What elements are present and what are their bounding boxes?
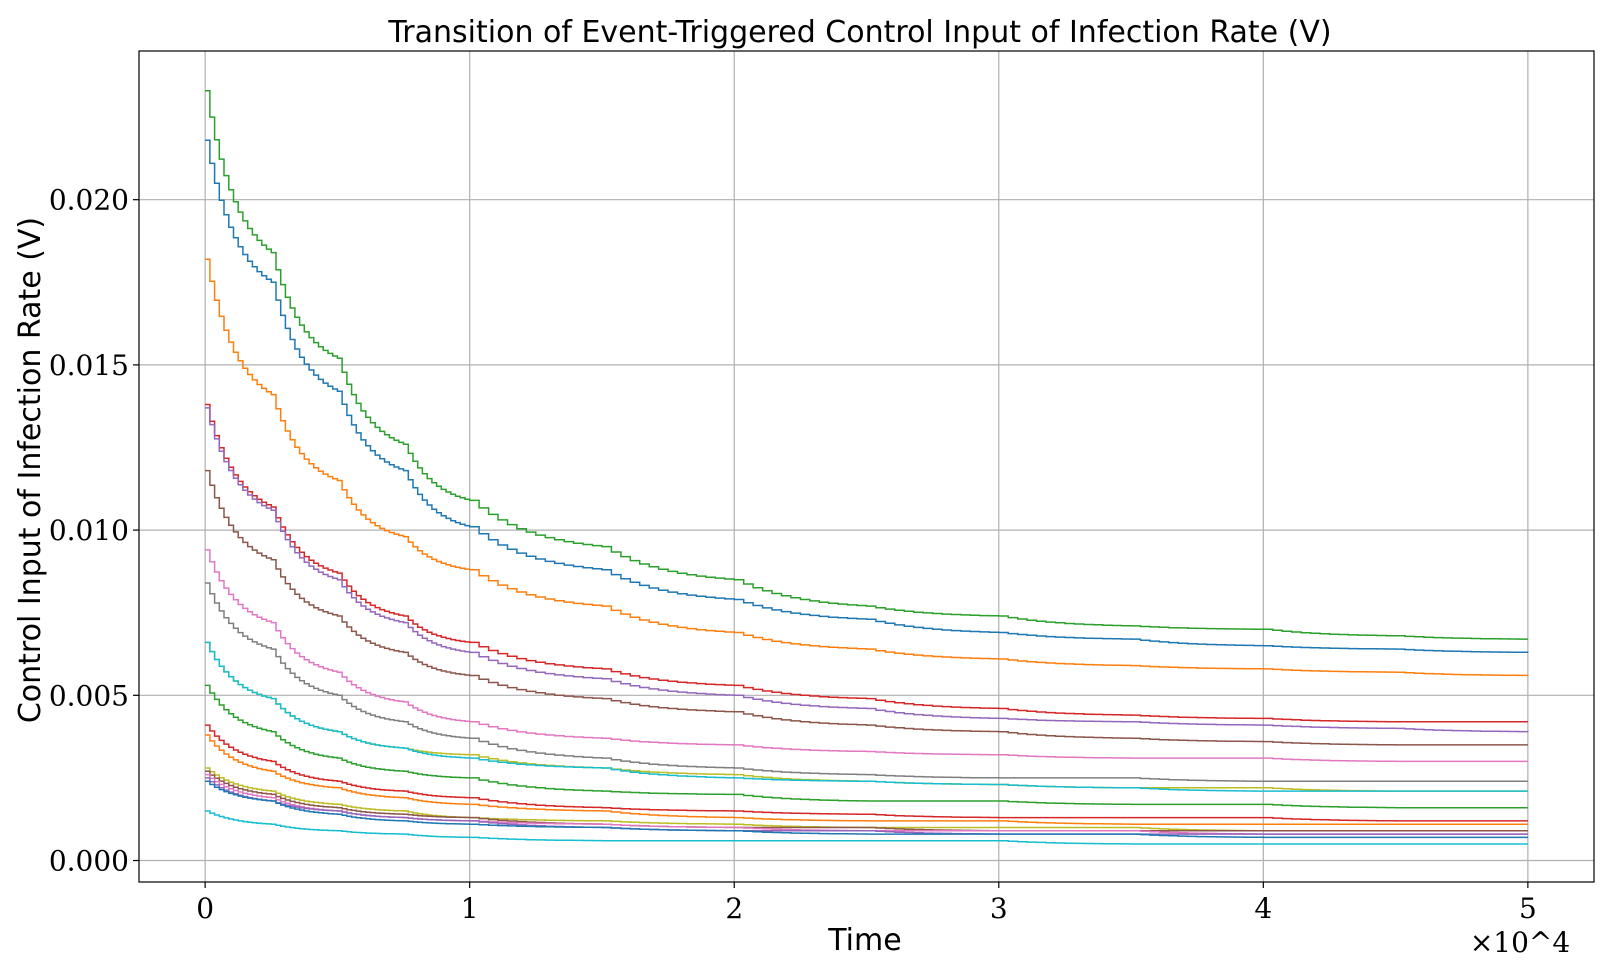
y-axis-label: Control Input of Infection Rate (V) <box>13 217 48 723</box>
y-tick-labels: 0.000 0.005 0.010 0.015 0.020 <box>49 184 139 878</box>
y-tick-label: 0.010 <box>49 514 129 547</box>
x-axis-label: Time <box>827 923 901 958</box>
series-line-3 <box>205 89 1528 640</box>
x-tick-label: 2 <box>725 892 743 925</box>
x-tick-label: 1 <box>461 892 479 925</box>
series-line-18 <box>205 780 1528 839</box>
series-line-12 <box>205 724 1528 822</box>
series-line-7 <box>205 549 1528 763</box>
chart-title: Transition of Event-Triggered Control In… <box>387 15 1331 50</box>
x-tick-label: 5 <box>1519 892 1537 925</box>
y-tick-label: 0.005 <box>49 679 129 712</box>
x-tick-label: 4 <box>1254 892 1272 925</box>
series-line-16 <box>205 773 1528 835</box>
y-tick-label: 0.020 <box>49 184 129 217</box>
series-line-4 <box>205 403 1528 723</box>
x-tick-labels: 0 1 2 3 4 5 <box>196 882 1537 925</box>
x-axis-offset-text: ×10^4 <box>1470 926 1570 959</box>
series-line-11 <box>205 684 1528 809</box>
plot-frame <box>138 50 1595 883</box>
series-line-1 <box>205 139 1529 654</box>
series-lines <box>205 89 1529 845</box>
y-tick-label: 0.015 <box>49 349 129 382</box>
series-line-2 <box>205 258 1529 677</box>
series-line-8 <box>205 582 1528 782</box>
series-line-9 <box>205 641 1528 792</box>
x-tick-label: 3 <box>990 892 1008 925</box>
series-line-19 <box>205 810 1528 845</box>
x-tick-label: 0 <box>196 892 214 925</box>
series-line-13 <box>205 734 1528 825</box>
series-line-5 <box>205 407 1529 733</box>
series-line-14 <box>205 767 1528 832</box>
series-line-6 <box>205 469 1528 746</box>
y-tick-label: 0.000 <box>49 845 129 878</box>
series-line-10 <box>205 641 1528 792</box>
grid <box>139 51 1594 882</box>
